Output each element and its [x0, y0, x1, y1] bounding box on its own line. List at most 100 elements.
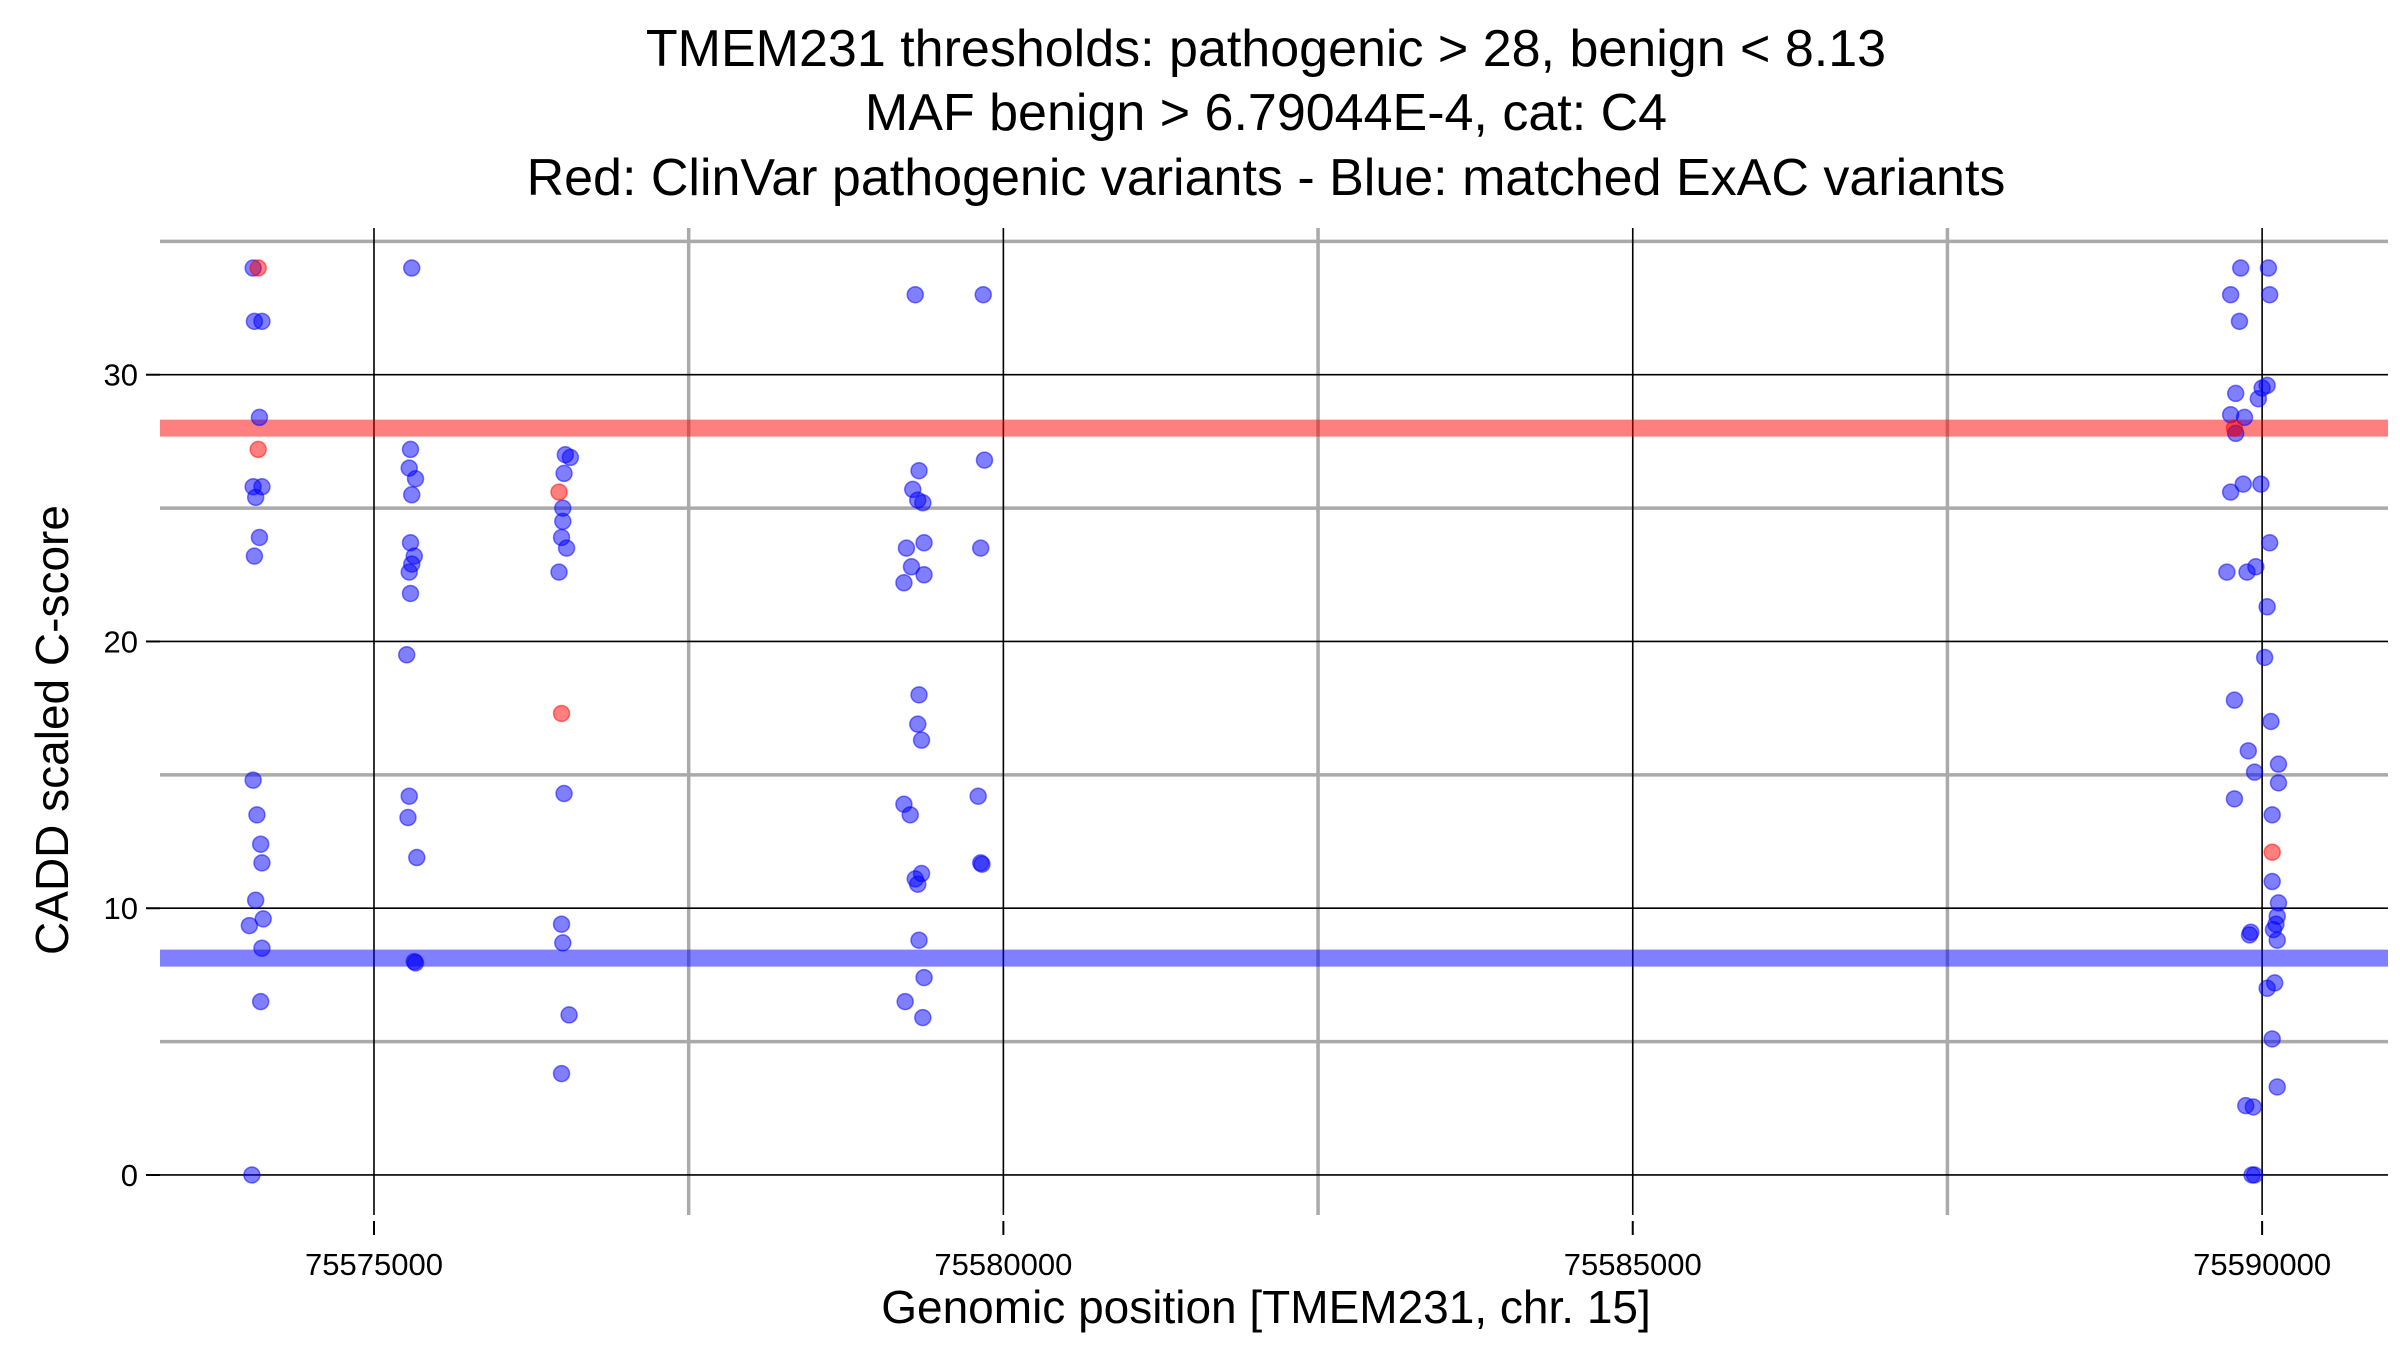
data-point	[250, 408, 269, 427]
y-tick-label-2: 20	[104, 624, 138, 659]
data-point	[906, 285, 925, 304]
data-point	[240, 916, 259, 935]
data-point	[2258, 598, 2276, 616]
data-point	[2225, 790, 2244, 808]
data-point	[896, 992, 914, 1011]
x-tick-label-3: 75590000	[2193, 1247, 2331, 1282]
data-point	[550, 483, 568, 501]
data-point	[250, 528, 269, 547]
data-point	[400, 563, 418, 581]
data-point	[249, 259, 267, 277]
x-tick-label-2: 75585000	[1564, 1247, 1702, 1282]
data-point	[555, 784, 573, 803]
data-point	[2268, 931, 2286, 949]
data-point	[2263, 843, 2281, 861]
data-point	[550, 563, 568, 581]
data-point	[2259, 259, 2278, 277]
data-point	[897, 539, 916, 557]
data-point	[2263, 1030, 2281, 1048]
data-point	[2269, 755, 2288, 773]
data-point	[554, 934, 572, 952]
data-point	[910, 686, 928, 704]
data-point	[561, 448, 580, 467]
x-axis-ticks: 75575000 75580000 75585000 75590000	[305, 1221, 2331, 1282]
data-point	[401, 584, 420, 603]
chart-title-line-3: Red: ClinVar pathogenic variants - Blue:…	[527, 149, 2006, 207]
data-point	[2230, 312, 2249, 331]
y-axis-label: CADD scaled C-score	[26, 505, 78, 955]
data-point	[406, 470, 425, 488]
data-point	[914, 494, 932, 512]
data-point	[253, 854, 271, 872]
data-point	[895, 574, 913, 592]
data-point	[915, 968, 933, 987]
data-point	[2225, 691, 2244, 709]
data-point	[969, 787, 987, 805]
y-axis-ticks: 0 10 20 30	[104, 358, 160, 1193]
data-point	[557, 539, 576, 557]
data-point	[399, 808, 417, 827]
data-point	[2238, 563, 2256, 581]
data-point	[974, 285, 992, 304]
data-point	[2221, 285, 2240, 304]
data-point	[901, 806, 919, 824]
data-point	[554, 512, 572, 531]
data-point	[971, 539, 990, 557]
data-point	[401, 440, 420, 459]
data-point	[973, 855, 991, 873]
data-point	[2255, 648, 2274, 667]
data-point	[2263, 872, 2281, 891]
data-point	[902, 558, 921, 576]
data-point	[915, 534, 933, 552]
data-point	[397, 646, 416, 664]
data-point	[2262, 712, 2280, 731]
series-1	[249, 259, 2281, 861]
data-point	[253, 478, 271, 496]
data-point	[2263, 806, 2281, 824]
data-point	[254, 910, 272, 928]
data-point	[560, 1006, 578, 1024]
data-point	[2221, 483, 2240, 501]
data-point	[2267, 915, 2285, 933]
data-point	[2244, 1098, 2263, 1116]
chart-title-line-1: TMEM231 thresholds: pathogenic > 28, ben…	[646, 20, 1886, 78]
series-0	[240, 259, 2288, 1184]
data-points	[240, 259, 2288, 1184]
data-point	[2245, 763, 2264, 781]
data-point	[2260, 534, 2279, 552]
threshold-lines	[160, 419, 2388, 967]
data-point	[243, 1166, 261, 1184]
data-point	[2235, 408, 2254, 427]
y-tick-label-1: 10	[104, 891, 138, 926]
data-point	[552, 915, 571, 933]
data-point	[909, 875, 927, 893]
data-point	[915, 566, 933, 584]
data-point	[2218, 563, 2236, 581]
data-point	[975, 451, 994, 469]
data-point	[244, 771, 262, 789]
data-point	[910, 461, 928, 480]
y-tick-label-3: 30	[104, 358, 138, 393]
data-point	[253, 312, 271, 331]
data-point	[251, 992, 270, 1011]
data-point	[910, 931, 928, 949]
data-point	[2268, 1078, 2286, 1096]
data-point	[555, 464, 573, 483]
data-point	[2258, 376, 2276, 395]
data-point	[249, 440, 267, 459]
data-point	[408, 848, 426, 867]
data-point	[552, 704, 571, 723]
x-tick-label-0: 75575000	[305, 1247, 443, 1282]
data-point	[914, 1008, 932, 1027]
chart-title-line-2: MAF benign > 6.79044E-4, cat: C4	[865, 84, 1667, 142]
data-point	[253, 939, 271, 957]
x-axis-label: Genomic position [TMEM231, chr. 15]	[881, 1281, 1651, 1333]
data-point	[2265, 974, 2284, 992]
data-point	[248, 806, 266, 824]
data-point	[403, 259, 421, 277]
data-point	[2226, 384, 2245, 403]
data-point	[2269, 774, 2288, 792]
data-point	[2249, 389, 2268, 408]
data-point	[2252, 475, 2270, 493]
